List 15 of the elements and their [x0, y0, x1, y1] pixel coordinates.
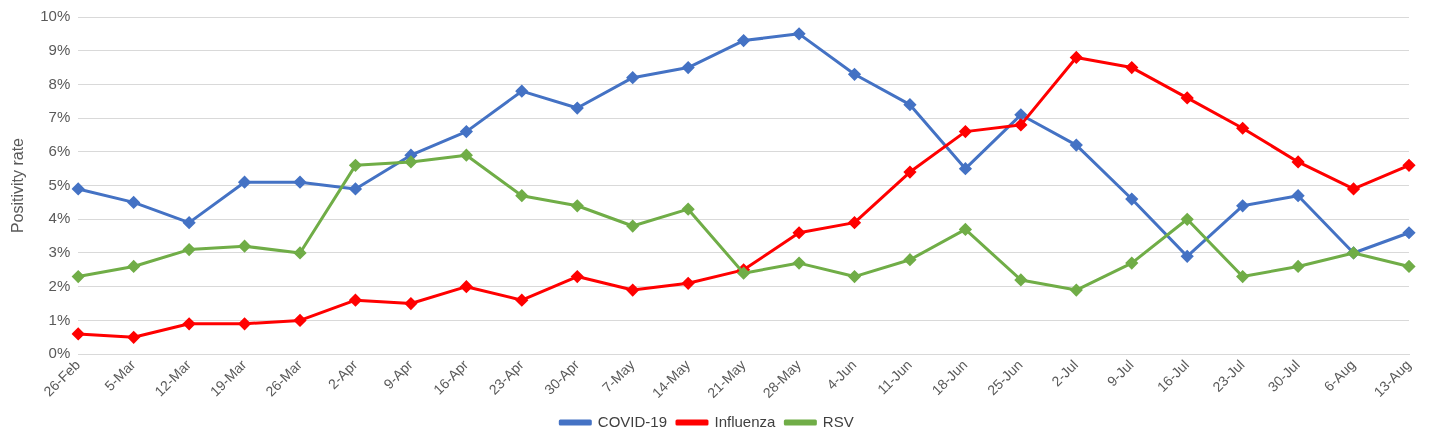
y-tick-label: 1%: [48, 310, 71, 328]
y-tick-label: 8%: [48, 74, 71, 92]
y-tick-label: 10%: [40, 7, 71, 25]
y-tick-label: 2%: [48, 276, 71, 294]
y-tick-label: 6%: [48, 141, 71, 159]
y-tick-label: 9%: [48, 40, 71, 58]
y-axis-title: Positivity rate: [9, 137, 27, 234]
y-tick-label: 3%: [48, 243, 71, 261]
legend-label: RSV: [822, 412, 854, 430]
y-tick-label: 7%: [48, 108, 71, 126]
legend-label: Influenza: [714, 412, 777, 430]
y-tick-label: 5%: [48, 175, 71, 193]
legend-label: COVID-19: [597, 412, 667, 430]
y-tick-label: 4%: [48, 209, 71, 227]
y-tick-label: 0%: [48, 344, 71, 362]
